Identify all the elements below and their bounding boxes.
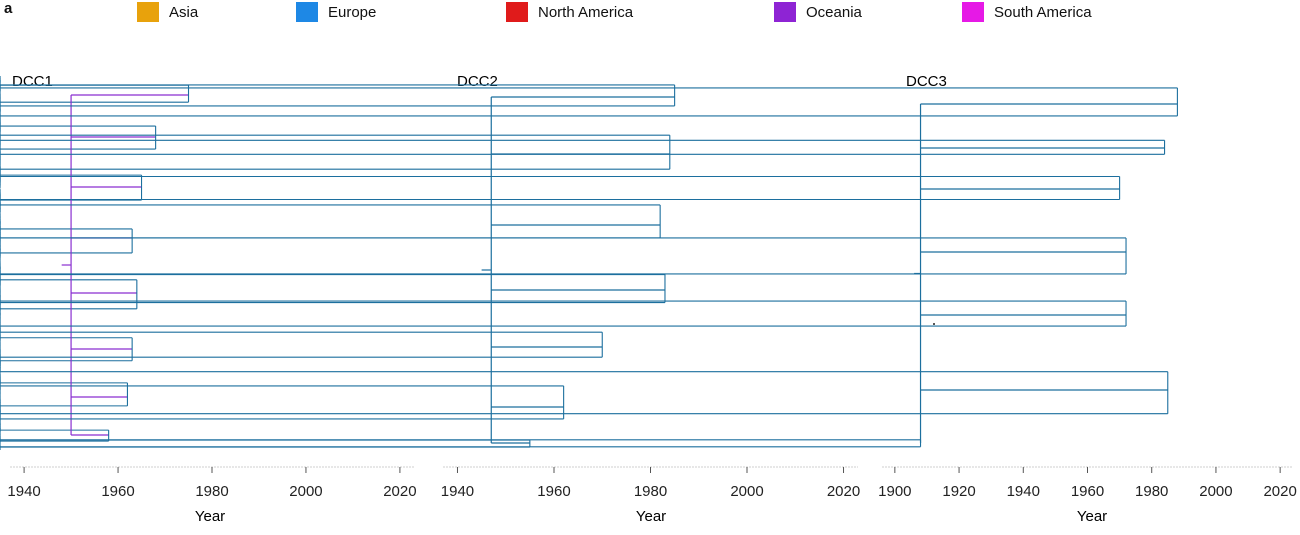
legend-label-oceania: Oceania (806, 3, 862, 21)
stray-dot (933, 323, 935, 325)
legend-swatch-south-america (962, 2, 984, 22)
tick-label: 1920 (942, 483, 975, 500)
tick-label: 1980 (195, 483, 228, 500)
tick-label: 2020 (827, 483, 860, 500)
tick-label: 1980 (1135, 483, 1168, 500)
x-axis-label-dcc3: Year (1077, 508, 1107, 525)
legend-swatch-europe (296, 2, 318, 22)
tick-label: 2000 (289, 483, 322, 500)
legend-label-europe: Europe (328, 3, 377, 21)
legend-item-europe: Europe (296, 2, 376, 22)
legend-label-north-america: North America (538, 3, 634, 21)
tick-label: 1960 (101, 483, 134, 500)
legend-label-asia: Asia (169, 3, 199, 21)
phylogenetic-tree-dcc3 (0, 76, 1178, 450)
legend-swatch-asia (137, 2, 159, 22)
legend-item-asia: Asia (137, 2, 198, 22)
panel-dcc3: DCC3 1900 1920 1940 1960 1980 2000 2020 Year (0, 73, 1297, 525)
tick-label: 1960 (1071, 483, 1104, 500)
legend-swatch-north-america (506, 2, 528, 22)
tick-label: 1960 (537, 483, 570, 500)
tick-label: 2000 (730, 483, 763, 500)
tick-label: 2020 (383, 483, 416, 500)
x-axis-dcc3: 1900 1920 1940 1960 1980 2000 2020 (878, 466, 1297, 500)
panel-dcc1: DCC1 1940 1960 1980 2000 2020 Year (0, 73, 417, 525)
phylogenetic-tree-dcc2 (0, 76, 676, 450)
tick-label: 1980 (634, 483, 667, 500)
panel-letter: a (4, 0, 13, 17)
tick-label: 1900 (878, 483, 911, 500)
legend-label-south-america: South America (994, 3, 1092, 21)
legend-swatch-oceania (774, 2, 796, 22)
phylogenetic-tree-dcc1 (0, 78, 190, 446)
tick-label: 1940 (1007, 483, 1040, 500)
x-axis-dcc1: 1940 1960 1980 2000 2020 (7, 466, 417, 500)
tick-label: 1940 (441, 483, 474, 500)
legend: Asia Europe North America Oceania South … (0, 2, 1300, 24)
x-axis-dcc2: 1940 1960 1980 2000 2020 (441, 466, 860, 500)
tick-label: 2000 (1199, 483, 1232, 500)
tick-label: 1940 (7, 483, 40, 500)
panel-title-dcc3: DCC3 (906, 73, 947, 90)
legend-item-south-america: South America (962, 2, 1092, 22)
panel-title-dcc2: DCC2 (457, 73, 498, 90)
legend-item-oceania: Oceania (774, 2, 862, 22)
x-axis-label-dcc1: Year (195, 508, 225, 525)
legend-item-north-america: North America (506, 2, 633, 22)
tick-label: 2020 (1263, 483, 1296, 500)
panel-title-dcc1: DCC1 (12, 73, 53, 90)
x-axis-label-dcc2: Year (636, 508, 666, 525)
